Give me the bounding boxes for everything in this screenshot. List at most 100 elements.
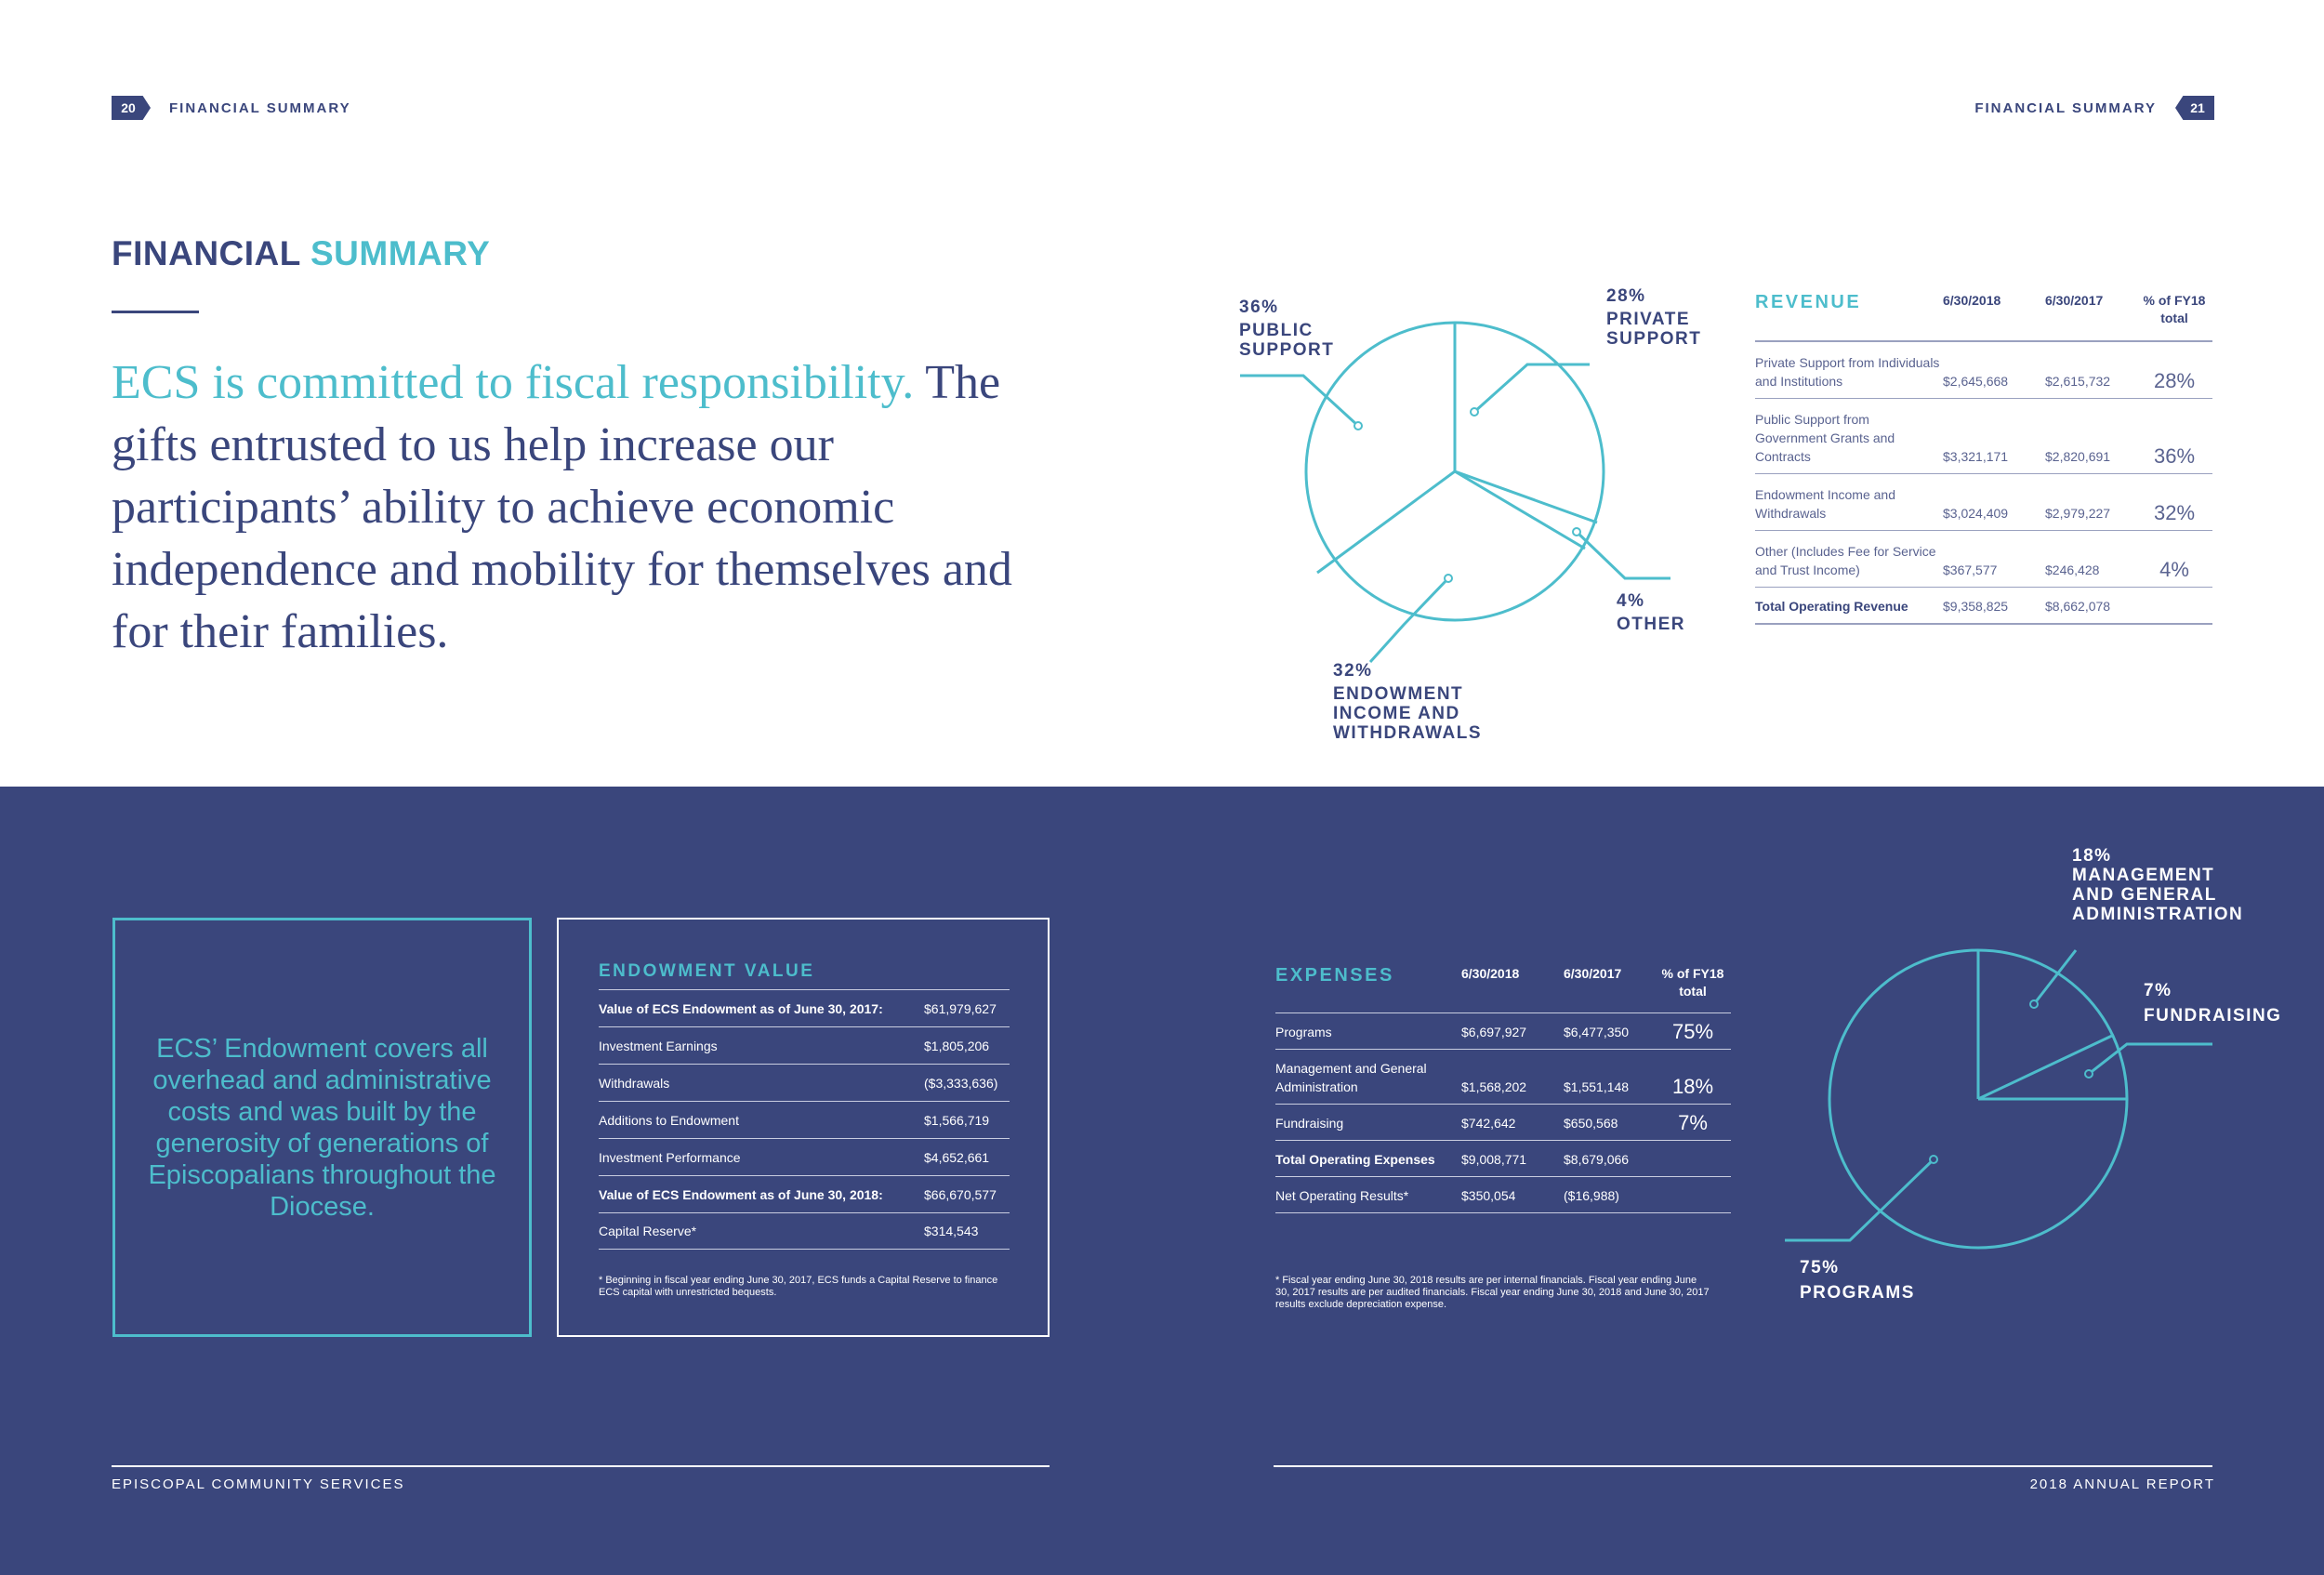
marker-programs xyxy=(1929,1155,1938,1164)
table-row: Capital Reserve* $314,543 xyxy=(599,1212,1010,1250)
table-row: Management and General Administration $1… xyxy=(1275,1050,1731,1105)
row-value-2018: $2,645,668 xyxy=(1943,374,2009,389)
row-label: Endowment Income and Withdrawals xyxy=(1755,487,1895,521)
row-label: Capital Reserve* xyxy=(599,1224,697,1238)
row-value-2017: $6,477,350 xyxy=(1564,1025,1630,1039)
row-value: $61,979,627 xyxy=(924,1000,997,1016)
marker-endowment xyxy=(1444,574,1453,583)
running-header-right: FINANCIAL SUMMARY xyxy=(1974,100,2157,116)
total-label: Total Operating Revenue xyxy=(1755,599,1908,614)
table-row: Additions to Endowment $1,566,719 xyxy=(599,1101,1010,1138)
table-row: Programs $6,697,927 $6,477,350 75% xyxy=(1275,1013,1731,1050)
lead-body: The gifts entrusted to us help increase … xyxy=(112,356,1012,658)
expenses-label-fundraising: 7% FUNDRAISING xyxy=(2144,981,2282,1026)
expenses-col-2017: 6/30/2017 xyxy=(1564,966,1622,981)
leader-other xyxy=(1575,530,1670,580)
row-label: Investment Performance xyxy=(599,1149,741,1165)
row-value-2017: $2,979,227 xyxy=(2045,506,2111,521)
row-label: Other (Includes Fee for Service and Trus… xyxy=(1755,544,1936,577)
row-pct: 7% xyxy=(1678,1111,1708,1134)
leader-endowment xyxy=(1368,576,1450,664)
expenses-col-pct: % of FY18 total xyxy=(1661,966,1724,999)
row-value: $66,670,577 xyxy=(924,1186,997,1202)
revenue-col-2018: 6/30/2018 xyxy=(1943,293,2001,308)
table-row: Value of ECS Endowment as of June 30, 20… xyxy=(599,989,1010,1026)
endowment-footnote: * Beginning in fiscal year ending June 3… xyxy=(599,1275,998,1298)
revenue-heading: REVENUE xyxy=(1755,292,1862,312)
row-value-2018: $3,321,171 xyxy=(1943,449,2009,464)
row-label: Value of ECS Endowment as of June 30, 20… xyxy=(599,1186,883,1202)
row-value-2018: $6,697,927 xyxy=(1461,1025,1527,1039)
expenses-table-header: EXPENSES 6/30/2018 6/30/2017 % of FY18 t… xyxy=(1275,965,1731,1013)
footer-organization: EPISCOPAL COMMUNITY SERVICES xyxy=(112,1476,405,1492)
marker-other xyxy=(1572,527,1581,536)
table-row: Total Operating Expenses $9,008,771 $8,6… xyxy=(1275,1141,1731,1177)
row-label: Additions to Endowment xyxy=(599,1112,739,1128)
row-pct: 4% xyxy=(2159,558,2189,581)
row-value: $4,652,661 xyxy=(924,1149,990,1165)
row-pct: 36% xyxy=(2153,444,2196,468)
page-title: FINANCIAL SUMMARY xyxy=(112,234,490,273)
row-label: Value of ECS Endowment as of June 30, 20… xyxy=(599,1000,883,1016)
table-row: Net Operating Results* $350,054 ($16,988… xyxy=(1275,1177,1731,1213)
row-label: Withdrawals xyxy=(599,1075,670,1091)
footer-report-title: 2018 ANNUAL REPORT xyxy=(2029,1476,2215,1492)
page-number-left: 20 xyxy=(112,96,151,120)
row-value-2017: $650,568 xyxy=(1564,1116,1618,1131)
row-value-2018: $9,008,771 xyxy=(1461,1152,1527,1167)
endowment-value-box: ENDOWMENT VALUE Value of ECS Endowment a… xyxy=(557,918,1050,1337)
row-label: Management and General Administration xyxy=(1275,1061,1427,1094)
row-value: $314,543 xyxy=(924,1224,979,1238)
marker-private xyxy=(1470,407,1479,417)
revenue-col-pct: % of FY18 total xyxy=(2143,293,2206,325)
running-header-left: FINANCIAL SUMMARY xyxy=(169,100,351,116)
endowment-callout-box: ECS’ Endowment covers all overhead and a… xyxy=(112,918,532,1337)
row-value-2017: $1,551,148 xyxy=(1564,1079,1630,1094)
page-title-part1: FINANCIAL xyxy=(112,234,301,272)
table-row: Public Support from Government Grants an… xyxy=(1755,399,2212,474)
row-label: Private Support from Individuals and Ins… xyxy=(1755,355,1940,389)
expenses-footnote: * Fiscal year ending June 30, 2018 resul… xyxy=(1275,1275,1710,1310)
revenue-label-public: 36% PUBLIC SUPPORT xyxy=(1239,298,1335,360)
leader-fundraising xyxy=(2088,1042,2212,1076)
revenue-pie-divider-3 xyxy=(1454,470,1598,524)
row-label: Investment Earnings xyxy=(599,1038,718,1053)
leader-management xyxy=(2032,949,2078,1005)
page-number-right: 21 xyxy=(2175,96,2214,120)
row-value-2017: $246,428 xyxy=(2045,562,2100,577)
row-value-2017: ($16,988) xyxy=(1564,1188,1619,1203)
title-rule xyxy=(112,311,199,313)
row-value-2017: $8,679,066 xyxy=(1564,1152,1630,1167)
revenue-table-header: REVENUE 6/30/2018 6/30/2017 % of FY18 to… xyxy=(1755,292,2212,342)
revenue-table: REVENUE 6/30/2018 6/30/2017 % of FY18 to… xyxy=(1755,292,2212,625)
endowment-value-heading: ENDOWMENT VALUE xyxy=(599,961,815,981)
endowment-value-table: Value of ECS Endowment as of June 30, 20… xyxy=(599,989,1010,1250)
lead-highlight: ECS is committed to fiscal responsibilit… xyxy=(112,356,915,409)
revenue-label-endowment: 32% ENDOWMENT INCOME AND WITHDRAWALS xyxy=(1333,661,1483,743)
expenses-pie-divider-2 xyxy=(1977,1033,2115,1101)
table-row: Withdrawals ($3,333,636) xyxy=(599,1064,1010,1101)
expenses-label-management: 18% MANAGEMENT AND GENERAL ADMINISTRATIO… xyxy=(2072,846,2244,924)
table-row: Investment Performance $4,652,661 xyxy=(599,1138,1010,1175)
page-title-part2: SUMMARY xyxy=(310,234,491,272)
footer-rule-left xyxy=(112,1465,1050,1467)
expenses-pie-chart xyxy=(1785,948,2212,1250)
marker-fundraising xyxy=(2084,1069,2093,1079)
row-value-2017: $2,820,691 xyxy=(2045,449,2111,464)
expenses-table: EXPENSES 6/30/2018 6/30/2017 % of FY18 t… xyxy=(1275,965,1731,1213)
row-value: $1,805,206 xyxy=(924,1038,990,1053)
expenses-col-2018: 6/30/2018 xyxy=(1461,966,1520,981)
revenue-label-private: 28% PRIVATE SUPPORT xyxy=(1606,286,1702,349)
revenue-pie-chart xyxy=(1240,321,1670,664)
marker-management xyxy=(2029,999,2039,1009)
endowment-callout-text: ECS’ Endowment covers all overhead and a… xyxy=(148,1033,496,1222)
row-label: Programs xyxy=(1275,1025,1332,1039)
revenue-total-row: Total Operating Revenue $9,358,825 $8,66… xyxy=(1755,588,2212,625)
table-row: Value of ECS Endowment as of June 30, 20… xyxy=(599,1175,1010,1212)
row-pct: 18% xyxy=(1671,1075,1714,1098)
revenue-pie-divider-2 xyxy=(1316,470,1456,575)
row-value-2017: $2,615,732 xyxy=(2045,374,2111,389)
expenses-label-programs: 75% PROGRAMS xyxy=(1800,1258,1915,1303)
row-pct: 75% xyxy=(1671,1020,1714,1043)
lead-statement: ECS is committed to fiscal responsibilit… xyxy=(112,351,1041,663)
